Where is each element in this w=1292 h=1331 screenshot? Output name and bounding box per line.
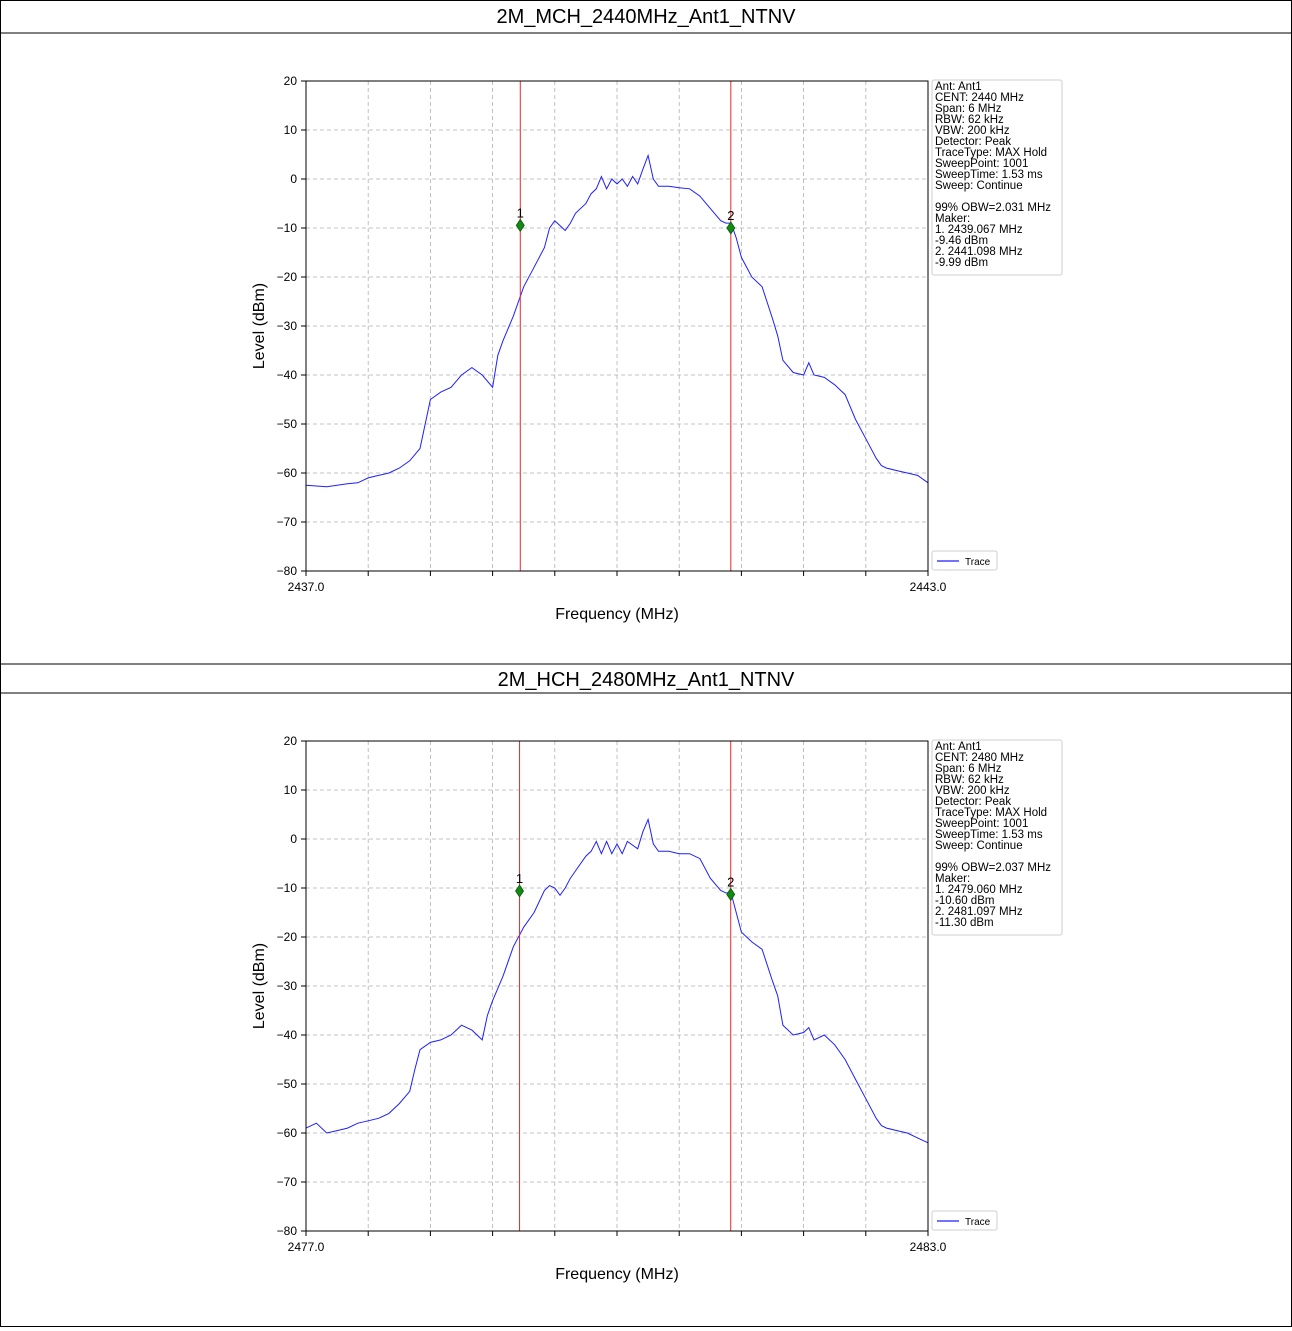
info-box-line: Ant: Ant1 (935, 741, 982, 753)
marker-1-label: 1 (517, 205, 524, 220)
marker-1-label: 1 (516, 871, 523, 886)
x-tick-label-start: 2477.0 (288, 1240, 325, 1254)
y-tick-label: −10 (277, 221, 298, 235)
info-box (931, 739, 1063, 936)
y-tick-label: −10 (277, 881, 298, 895)
info-box (931, 79, 1063, 276)
x-tick-label-start: 2437.0 (288, 580, 325, 594)
info-box-line: 2. 2481.097 MHz (935, 906, 1023, 918)
info-box-line: Span: 6 MHz (935, 103, 1002, 115)
x-axis-label: Frequency (MHz) (555, 1266, 679, 1283)
info-box-line: Sweep: Continue (935, 840, 1023, 852)
info-box-line: RBW: 62 kHz (935, 114, 1004, 126)
info-box-line: TraceType: MAX Hold (935, 147, 1047, 159)
trace-line (305, 817, 929, 1144)
marker-1-diamond (515, 218, 525, 233)
info-box-line: SweepPoint: 1001 (935, 818, 1028, 830)
info-box-line: SweepTime: 1.53 ms (935, 169, 1043, 181)
info-box-line: SweepTime: 1.53 ms (935, 829, 1043, 841)
y-tick-label: 20 (284, 734, 298, 748)
spectrum-chart-1: 20 10 0 −10 −20 −30 −40 −50 −60 −70 −80 2437.0 2443.… (251, 74, 1063, 623)
y-tick-label: −30 (277, 319, 298, 333)
y-axis-label: Level (dBm) (251, 283, 268, 369)
chart-1-title: 2M_MCH_2440MHz_Ant1_NTNV (496, 6, 796, 28)
info-box-line: 2. 2441.098 MHz (935, 246, 1023, 258)
info-box-line: CENT: 2480 MHz (935, 752, 1024, 764)
info-box-line: -9.46 dBm (935, 235, 988, 247)
info-box-line: 99% OBW=2.031 MHz (935, 202, 1051, 214)
marker-2-diamond (726, 221, 736, 235)
info-box-line: Span: 6 MHz (935, 763, 1002, 775)
info-box-line: -10.60 dBm (935, 895, 994, 907)
y-tick-label: 10 (284, 123, 298, 137)
y-tick-label: −40 (277, 368, 298, 382)
y-tick-label: −20 (277, 270, 298, 284)
info-box-line: Detector: Peak (935, 136, 1011, 148)
legend-box (931, 550, 998, 571)
info-box-line: 99% OBW=2.037 MHz (935, 862, 1051, 874)
y-axis-label: Level (dBm) (251, 943, 268, 1029)
chart-2-title: 2M_HCH_2480MHz_Ant1_NTNV (497, 669, 795, 691)
legend-label: Trace (965, 557, 991, 568)
y-tick-label: −80 (277, 1224, 298, 1238)
info-box-line: VBW: 200 kHz (935, 785, 1010, 797)
x-tick-label-end: 2483.0 (910, 1240, 947, 1254)
info-box-line: VBW: 200 kHz (935, 125, 1010, 137)
info-box-line: SweepPoint: 1001 (935, 158, 1028, 170)
info-box-line: Sweep: Continue (935, 180, 1023, 192)
y-tick-label: −80 (277, 564, 298, 578)
y-tick-label: 0 (290, 832, 297, 846)
legend-box (931, 1210, 998, 1231)
y-tick-label: −60 (277, 466, 298, 480)
info-box-line: -9.99 dBm (935, 257, 988, 269)
x-tick-label-end: 2443.0 (910, 580, 947, 594)
chart-panel-1: 20 10 0 −10 −20 −30 −40 −50 −60 −70 −80 2437.0 2443.… (0, 34, 1292, 664)
y-tick-label: 0 (290, 172, 297, 186)
info-box-line: -11.30 dBm (935, 917, 994, 929)
axes-frame (305, 740, 929, 1232)
info-box-line: CENT: 2440 MHz (935, 92, 1024, 104)
info-box-line: Maker: (935, 873, 970, 885)
y-tick-label: −20 (277, 930, 298, 944)
y-tick-label: 20 (284, 74, 298, 88)
info-box-line: TraceType: MAX Hold (935, 807, 1047, 819)
chart-panel-2: 20 10 0 −10 −20 −30 −40 −50 −60 −70 −80 2477.0 2483.… (0, 694, 1292, 1326)
axes-frame (305, 80, 929, 572)
marker-2-label: 2 (727, 208, 734, 223)
y-tick-label: −50 (277, 1077, 298, 1091)
info-box-line: 1. 2479.060 MHz (935, 884, 1023, 896)
y-tick-label: −40 (277, 1028, 298, 1042)
y-tick-label: −70 (277, 1175, 298, 1189)
trace-line (305, 153, 929, 488)
y-tick-label: −30 (277, 979, 298, 993)
marker-2-diamond (726, 887, 736, 902)
y-tick-label: −50 (277, 417, 298, 431)
marker-1-diamond (515, 884, 525, 898)
info-box-line: Maker: (935, 213, 970, 225)
y-tick-label: 10 (284, 783, 298, 797)
x-axis-label: Frequency (MHz) (555, 606, 679, 623)
spectrum-chart-2: 20 10 0 −10 −20 −30 −40 −50 −60 −70 −80 2477.0 2483.… (251, 734, 1063, 1283)
legend-label: Trace (965, 1217, 991, 1228)
info-box-line: Ant: Ant1 (935, 81, 982, 93)
marker-2-label: 2 (727, 874, 734, 889)
info-box-line: 1. 2439.067 MHz (935, 224, 1023, 236)
info-box-line: RBW: 62 kHz (935, 774, 1004, 786)
y-tick-label: −70 (277, 515, 298, 529)
info-box-line: Detector: Peak (935, 796, 1011, 808)
y-tick-label: −60 (277, 1126, 298, 1140)
